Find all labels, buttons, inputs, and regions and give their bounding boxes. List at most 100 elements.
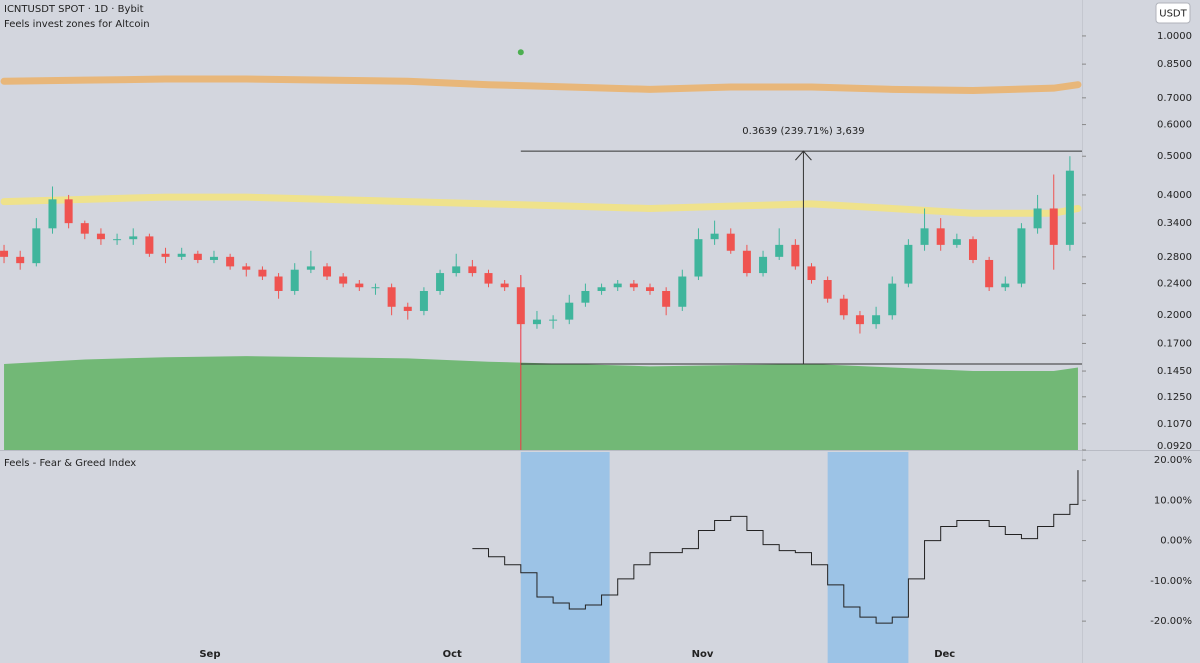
candle-body <box>549 319 558 321</box>
candle-body <box>678 276 687 307</box>
candle-body <box>193 253 202 260</box>
candle-body <box>96 233 105 240</box>
y-tick-label: 1.0000 <box>1157 31 1192 42</box>
candle-body <box>452 266 461 274</box>
index-line <box>472 470 1079 624</box>
candle-body <box>662 290 671 307</box>
candle-body <box>613 283 622 288</box>
candle-body <box>145 236 154 254</box>
y-tick-label: -20.00% <box>1150 616 1192 627</box>
candle-body <box>242 266 251 270</box>
symbol-title: ICNTUSDT SPOT · 1D · Bybit <box>4 4 144 15</box>
candle-body <box>16 256 25 264</box>
candle-body <box>968 239 977 260</box>
y-tick-label: 0.1450 <box>1157 366 1192 377</box>
indicator-title: Feels invest zones for Altcoin <box>4 19 150 30</box>
y-tick-label: 20.00% <box>1154 455 1192 466</box>
candle-body <box>694 239 703 277</box>
y-tick-label: 0.7000 <box>1157 93 1192 104</box>
candle-body <box>64 199 73 224</box>
y-tick-label: 0.8500 <box>1157 59 1192 70</box>
highlight-zone <box>827 452 909 663</box>
candle-body <box>1001 283 1010 288</box>
currency-label[interactable]: USDT <box>1159 9 1187 20</box>
y-tick-label: 0.0920 <box>1157 441 1192 452</box>
candle-body <box>742 250 751 274</box>
candle-body <box>419 290 428 311</box>
candle-body <box>823 280 832 299</box>
zone-band <box>0 193 1082 217</box>
candle-body <box>80 223 89 234</box>
candle-body <box>209 256 218 260</box>
highlight-zone <box>520 452 610 663</box>
measure-arrowhead <box>795 150 812 161</box>
y-tick-label: 0.1700 <box>1157 338 1192 349</box>
candle-body <box>500 283 509 288</box>
x-tick-label: Dec <box>934 649 955 660</box>
candle-body <box>177 253 186 257</box>
y-tick-label: 0.5000 <box>1157 151 1192 162</box>
candle-body <box>468 266 477 274</box>
candle-body <box>1049 208 1058 245</box>
candle-body <box>129 236 138 240</box>
candle-body <box>387 287 396 307</box>
y-tick-label: 0.3400 <box>1157 218 1192 229</box>
candle-body <box>258 269 267 277</box>
candle-body <box>306 266 315 270</box>
candle-body <box>1065 170 1074 245</box>
zone-area <box>4 356 1078 450</box>
candle-body <box>872 315 881 325</box>
candle-body <box>0 250 9 257</box>
lower-title: Feels - Fear & Greed Index <box>4 458 136 469</box>
candle-body <box>226 256 235 267</box>
candle-body <box>646 287 655 291</box>
candle-body <box>484 273 493 284</box>
y-tick-label: 0.1070 <box>1157 419 1192 430</box>
x-tick-label: Nov <box>692 649 714 660</box>
candle-body <box>726 233 735 251</box>
zone-band <box>0 75 1082 95</box>
y-tick-label: 10.00% <box>1154 495 1192 506</box>
x-tick-label: Sep <box>199 649 220 660</box>
candle-body <box>1017 228 1026 284</box>
candle-body <box>920 228 929 245</box>
candle-body <box>985 259 994 288</box>
candle-body <box>371 287 380 289</box>
candle-body <box>1033 208 1042 229</box>
candle-body <box>565 302 574 320</box>
currency-button[interactable] <box>1155 2 1191 24</box>
candle-body <box>161 253 170 257</box>
candle-body <box>710 233 719 240</box>
y-tick-label: 0.00% <box>1160 536 1192 547</box>
candle-body <box>952 239 961 245</box>
candle-body <box>807 266 816 281</box>
y-tick-label: 0.2000 <box>1157 310 1192 321</box>
y-tick-label: 0.6000 <box>1157 120 1192 131</box>
y-tick-label: 0.1250 <box>1157 392 1192 403</box>
measure-label: 0.3639 (239.71%) 3,639 <box>742 126 864 137</box>
candle-body <box>904 244 913 284</box>
y-tick-label: 0.2800 <box>1157 252 1192 263</box>
signal-dot <box>517 49 524 56</box>
candle-body <box>113 239 122 241</box>
candle-body <box>436 273 445 291</box>
candle-body <box>888 283 897 316</box>
candle-body <box>516 287 525 325</box>
candle-body <box>759 256 768 274</box>
candle-body <box>290 269 299 291</box>
candle-body <box>323 266 332 277</box>
x-tick-label: Oct <box>443 649 462 660</box>
candle-body <box>403 306 412 311</box>
candle-body <box>32 228 41 264</box>
y-tick-label: 0.4000 <box>1157 190 1192 201</box>
candle-body <box>274 276 283 291</box>
candle-body <box>581 290 590 303</box>
candle-body <box>839 298 848 316</box>
candle-body <box>629 283 638 288</box>
candle-body <box>791 244 800 267</box>
candle-body <box>855 315 864 325</box>
candle-body <box>339 276 348 284</box>
candle-body <box>48 199 57 229</box>
